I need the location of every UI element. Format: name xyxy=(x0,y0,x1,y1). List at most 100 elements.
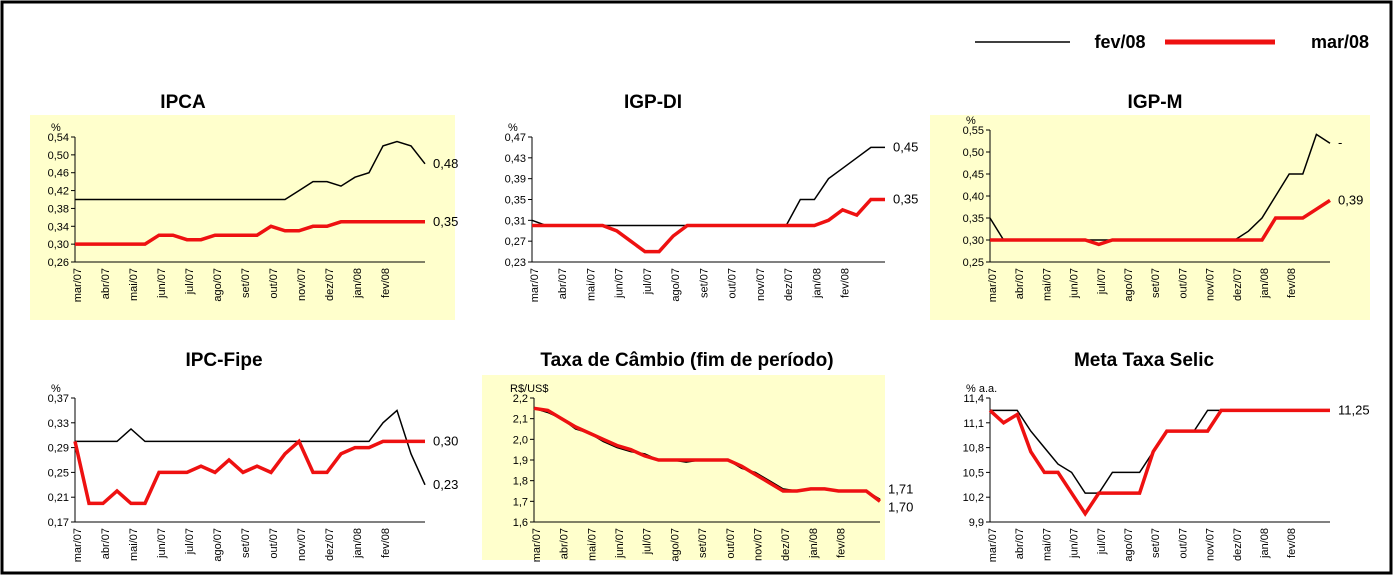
y-tick-label: 11,1 xyxy=(963,418,984,430)
x-tick-label: abr/07 xyxy=(100,528,112,559)
x-tick-label: fev/08 xyxy=(1286,268,1298,298)
y-tick-label: 11,4 xyxy=(963,393,984,405)
y-tick-label: 0,30 xyxy=(48,239,69,251)
value-label: 0,45 xyxy=(893,139,918,154)
value-label: 0,39 xyxy=(1338,192,1363,207)
y-tick-label: 0,23 xyxy=(505,257,526,269)
x-tick-label: nov/07 xyxy=(1205,528,1217,561)
x-tick-label: out/07 xyxy=(1177,268,1189,299)
value-label: 0,48 xyxy=(433,156,458,171)
y-tick-label: 1,7 xyxy=(513,496,528,508)
chart-title: Meta Taxa Selic xyxy=(1074,350,1215,371)
x-tick-label: fev/08 xyxy=(835,528,847,558)
x-tick-label: ago/07 xyxy=(1123,528,1135,562)
y-tick-label: 0,39 xyxy=(505,174,526,186)
y-tick-label: 0,37 xyxy=(48,393,69,405)
chart-title: Taxa de Câmbio (fim de período) xyxy=(540,350,833,371)
x-tick-label: mar/07 xyxy=(529,268,541,302)
x-tick-label: out/07 xyxy=(725,528,737,559)
unit-label: % xyxy=(508,122,518,134)
y-tick-label: 0,54 xyxy=(48,132,69,144)
x-tick-label: abr/07 xyxy=(100,268,112,299)
x-tick-label: dez/07 xyxy=(780,528,792,561)
x-tick-label: jun/07 xyxy=(156,528,168,559)
chart-title: IPC-Fipe xyxy=(185,350,262,371)
y-tick-label: 10,5 xyxy=(963,467,984,479)
x-tick-label: ago/07 xyxy=(669,528,681,562)
x-tick-label: set/07 xyxy=(1150,268,1162,298)
line-series xyxy=(75,220,425,246)
x-tick-label: mai/07 xyxy=(1041,528,1053,561)
x-tick-label: dez/07 xyxy=(783,268,795,301)
x-tick-label: ago/07 xyxy=(670,268,682,302)
value-label: 0,35 xyxy=(433,214,458,229)
x-tick-label: jun/07 xyxy=(1069,528,1081,559)
x-tick-label: dez/07 xyxy=(1232,268,1244,301)
x-tick-label: mai/07 xyxy=(128,528,140,561)
x-tick-label: mar/07 xyxy=(72,268,84,302)
x-tick-label: set/07 xyxy=(697,528,709,558)
line-series xyxy=(75,409,426,486)
y-tick-label: 0,55 xyxy=(963,125,984,137)
y-tick-label: 0,40 xyxy=(963,191,984,203)
chart-background xyxy=(482,375,885,560)
y-tick-label: 0,27 xyxy=(505,236,526,248)
y-tick-label: 1,9 xyxy=(513,455,528,467)
chart-background xyxy=(30,115,455,320)
x-tick-label: fev/08 xyxy=(380,528,392,558)
y-tick-label: 10,2 xyxy=(963,492,984,504)
unit-label: R$/US$ xyxy=(510,383,549,395)
x-tick-label: mai/07 xyxy=(585,268,597,301)
x-tick-label: set/07 xyxy=(240,268,252,298)
unit-label: % xyxy=(51,383,61,395)
x-tick-label: out/07 xyxy=(268,268,280,299)
x-tick-label: jul/07 xyxy=(642,528,654,555)
y-tick-label: 1,6 xyxy=(513,517,528,529)
x-tick-label: dez/07 xyxy=(324,268,336,301)
x-tick-label: out/07 xyxy=(727,268,739,299)
x-tick-label: mai/07 xyxy=(1041,268,1053,301)
x-tick-label: abr/07 xyxy=(1014,528,1026,559)
x-tick-label: set/07 xyxy=(1150,528,1162,558)
x-tick-label: jan/08 xyxy=(808,528,820,559)
x-tick-label: jul/07 xyxy=(1096,528,1108,555)
line-series xyxy=(532,197,885,254)
y-tick-label: 0,34 xyxy=(48,221,69,233)
x-tick-label: nov/07 xyxy=(1205,268,1217,301)
value-label: 0,30 xyxy=(433,433,458,448)
line-series xyxy=(988,408,1330,517)
y-tick-label: 2,1 xyxy=(513,414,528,426)
x-tick-label: jan/08 xyxy=(811,268,823,299)
y-tick-label: 0,50 xyxy=(963,147,984,159)
x-tick-label: out/07 xyxy=(1177,528,1189,559)
line-series xyxy=(73,438,425,506)
y-tick-label: 0,38 xyxy=(48,203,69,215)
x-tick-label: jul/07 xyxy=(184,268,196,295)
x-tick-label: mai/07 xyxy=(128,268,140,301)
x-tick-label: jun/07 xyxy=(156,268,168,299)
line-series xyxy=(533,406,882,503)
y-tick-label: 0,25 xyxy=(48,467,69,479)
y-tick-label: 0,35 xyxy=(505,195,526,207)
y-tick-label: 0,30 xyxy=(963,235,984,247)
unit-label: % xyxy=(966,115,976,127)
x-tick-label: jan/08 xyxy=(1259,528,1271,559)
x-tick-label: abr/07 xyxy=(557,268,569,299)
x-tick-label: mar/07 xyxy=(987,528,999,562)
x-tick-label: jan/08 xyxy=(352,268,364,299)
value-label: - xyxy=(1338,135,1342,150)
y-tick-label: 0,45 xyxy=(963,169,984,181)
y-tick-label: 0,29 xyxy=(48,443,69,455)
x-tick-label: jul/07 xyxy=(184,528,196,555)
y-tick-label: 0,33 xyxy=(48,418,69,430)
y-tick-label: 0,25 xyxy=(963,257,984,269)
y-tick-label: 10,8 xyxy=(963,443,984,455)
x-tick-label: set/07 xyxy=(698,268,710,298)
x-tick-label: mar/07 xyxy=(531,528,543,562)
y-tick-label: 0,35 xyxy=(963,213,984,225)
y-tick-label: 0,46 xyxy=(48,168,69,180)
y-tick-label: 0,21 xyxy=(48,492,69,504)
x-tick-label: mar/07 xyxy=(72,528,84,562)
